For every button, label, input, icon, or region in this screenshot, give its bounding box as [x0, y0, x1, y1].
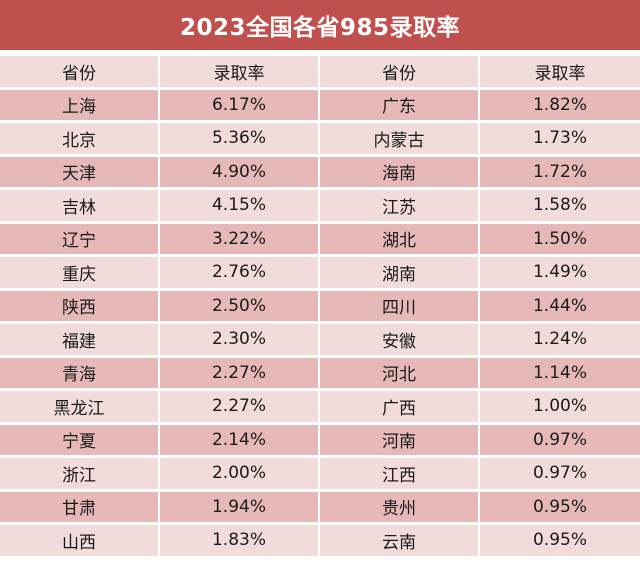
rate-right-cell: 1.44%: [480, 290, 640, 321]
rate-left-cell: 2.50%: [160, 290, 320, 321]
rate-left-cell: 4.90%: [160, 156, 320, 187]
rate-right-cell: 0.97%: [480, 458, 640, 489]
province-left-cell: 青海: [0, 357, 160, 388]
table-row: 山西 1.83% 云南 0.95%: [0, 525, 640, 556]
province-left-cell: 山西: [0, 525, 160, 556]
table-row: 浙江 2.00% 江西 0.97%: [0, 458, 640, 489]
province-right-cell: 江西: [320, 458, 480, 489]
province-right-cell: 云南: [320, 525, 480, 556]
province-right-cell: 安徽: [320, 324, 480, 355]
header-province-left: 省份: [0, 56, 160, 87]
table-body: 上海 6.17% 广东 1.82% 北京 5.36% 内蒙古 1.73% 天津 4.90% 海南 1.…: [0, 89, 640, 556]
table-row: 福建 2.30% 安徽 1.24%: [0, 324, 640, 355]
rate-right-cell: 1.00%: [480, 391, 640, 422]
admission-rate-table: 省份 录取率 省份 录取率 上海 6.17% 广东 1.82% 北京 5.36% 内蒙古 1.…: [0, 53, 640, 559]
rate-left-cell: 3.22%: [160, 223, 320, 254]
province-right-cell: 湖北: [320, 223, 480, 254]
province-left-cell: 黑龙江: [0, 391, 160, 422]
table-row: 辽宁 3.22% 湖北 1.50%: [0, 223, 640, 254]
rate-right-cell: 0.95%: [480, 525, 640, 556]
province-right-cell: 海南: [320, 156, 480, 187]
rate-right-cell: 1.50%: [480, 223, 640, 254]
rate-left-cell: 6.17%: [160, 89, 320, 120]
rate-left-cell: 1.83%: [160, 525, 320, 556]
province-left-cell: 天津: [0, 156, 160, 187]
rate-left-cell: 4.15%: [160, 190, 320, 221]
rate-left-cell: 2.30%: [160, 324, 320, 355]
province-right-cell: 广西: [320, 391, 480, 422]
header-rate-left: 录取率: [160, 56, 320, 87]
table-row: 青海 2.27% 河北 1.14%: [0, 357, 640, 388]
province-right-cell: 四川: [320, 290, 480, 321]
header-rate-right: 录取率: [480, 56, 640, 87]
rate-left-cell: 2.27%: [160, 391, 320, 422]
rate-right-cell: 1.58%: [480, 190, 640, 221]
province-left-cell: 浙江: [0, 458, 160, 489]
province-left-cell: 甘肃: [0, 491, 160, 522]
rate-left-cell: 2.00%: [160, 458, 320, 489]
table-row: 陕西 2.50% 四川 1.44%: [0, 290, 640, 321]
province-left-cell: 辽宁: [0, 223, 160, 254]
table-row: 宁夏 2.14% 河南 0.97%: [0, 424, 640, 455]
province-right-cell: 广东: [320, 89, 480, 120]
table-title: 2023全国各省985录取率: [0, 0, 640, 50]
province-right-cell: 贵州: [320, 491, 480, 522]
table-header-row: 省份 录取率 省份 录取率: [0, 56, 640, 87]
rate-right-cell: 1.82%: [480, 89, 640, 120]
province-left-cell: 吉林: [0, 190, 160, 221]
rate-right-cell: 1.24%: [480, 324, 640, 355]
province-right-cell: 河北: [320, 357, 480, 388]
table-row: 天津 4.90% 海南 1.72%: [0, 156, 640, 187]
rate-right-cell: 0.97%: [480, 424, 640, 455]
province-left-cell: 上海: [0, 89, 160, 120]
province-left-cell: 陕西: [0, 290, 160, 321]
rate-left-cell: 2.76%: [160, 257, 320, 288]
province-left-cell: 宁夏: [0, 424, 160, 455]
province-left-cell: 福建: [0, 324, 160, 355]
rate-right-cell: 1.73%: [480, 123, 640, 154]
rate-left-cell: 1.94%: [160, 491, 320, 522]
rate-right-cell: 0.95%: [480, 491, 640, 522]
rate-right-cell: 1.72%: [480, 156, 640, 187]
rate-right-cell: 1.49%: [480, 257, 640, 288]
province-left-cell: 北京: [0, 123, 160, 154]
table-row: 重庆 2.76% 湖南 1.49%: [0, 257, 640, 288]
header-province-right: 省份: [320, 56, 480, 87]
rate-left-cell: 2.14%: [160, 424, 320, 455]
province-right-cell: 河南: [320, 424, 480, 455]
province-right-cell: 湖南: [320, 257, 480, 288]
table-row: 黑龙江 2.27% 广西 1.00%: [0, 391, 640, 422]
province-right-cell: 内蒙古: [320, 123, 480, 154]
table-row: 吉林 4.15% 江苏 1.58%: [0, 190, 640, 221]
province-left-cell: 重庆: [0, 257, 160, 288]
rate-left-cell: 5.36%: [160, 123, 320, 154]
table-row: 甘肃 1.94% 贵州 0.95%: [0, 491, 640, 522]
table-row: 北京 5.36% 内蒙古 1.73%: [0, 123, 640, 154]
rate-left-cell: 2.27%: [160, 357, 320, 388]
table-row: 上海 6.17% 广东 1.82%: [0, 89, 640, 120]
rate-right-cell: 1.14%: [480, 357, 640, 388]
province-right-cell: 江苏: [320, 190, 480, 221]
